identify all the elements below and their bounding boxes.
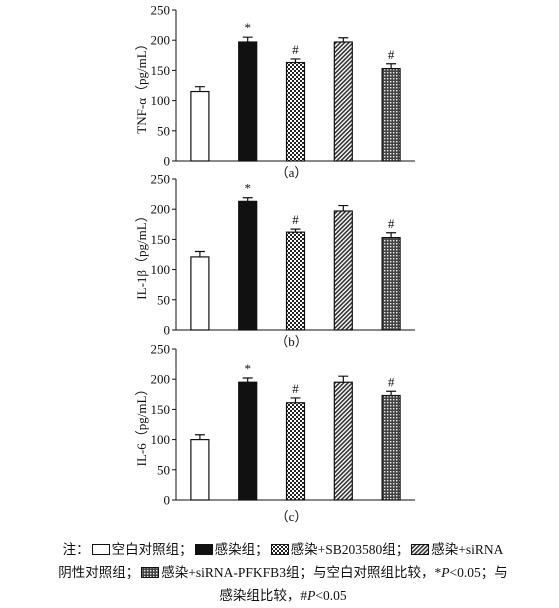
error-bar: [194, 86, 205, 92]
legend-swatch: [91, 544, 110, 555]
bar: [238, 381, 258, 501]
legend-swatch: [270, 544, 289, 555]
bar: [381, 394, 401, 501]
y-axis-label: IL-1β（pg/mL）: [134, 209, 149, 299]
significance-marker: *: [244, 361, 251, 376]
legend-label: 感染+siRNA阴性对照组；: [58, 542, 504, 580]
error-bar: [242, 36, 253, 43]
error-bar: [386, 390, 397, 396]
legend-swatch-box: [194, 544, 213, 555]
error-bar: [194, 250, 205, 257]
legend-swatch: [411, 544, 430, 555]
error-bar: [242, 197, 253, 202]
footnote: <0.05: [315, 588, 347, 603]
significance-marker: *: [244, 20, 251, 35]
y-tick-label: 250: [151, 342, 171, 357]
bar: [238, 200, 258, 331]
y-tick-label: 150: [151, 402, 171, 417]
error-bar: [290, 58, 301, 63]
panel-label: （c）: [276, 509, 308, 524]
y-tick-label: 100: [151, 262, 171, 277]
error-bar: [338, 37, 349, 43]
error-bar: [386, 63, 397, 69]
footnote: P: [441, 565, 450, 580]
y-tick-label: 50: [157, 123, 170, 138]
bar: [381, 236, 401, 331]
significance-marker: #: [292, 381, 299, 396]
legend-label: 感染+siRNA-PFKFB3组；: [161, 565, 313, 580]
significance-marker: *: [244, 181, 251, 196]
error-bar: [386, 232, 397, 238]
y-tick-label: 250: [151, 172, 171, 187]
significance-marker: #: [292, 212, 299, 227]
y-tick-label: 150: [151, 63, 171, 78]
bar: [333, 210, 353, 331]
legend-swatch: [141, 567, 160, 578]
legend-label: 感染+SB203580组；: [290, 542, 410, 557]
y-tick-label: 100: [151, 432, 171, 447]
y-tick-label: 250: [151, 3, 171, 18]
legend-swatch: [194, 544, 213, 555]
y-tick-label: 50: [157, 462, 170, 477]
error-bar: [338, 204, 349, 212]
significance-marker: #: [388, 216, 395, 231]
error-bar: [338, 375, 349, 383]
bar: [190, 439, 210, 501]
bar: [285, 61, 306, 162]
y-tick-label: 100: [151, 93, 171, 108]
bar: [285, 402, 306, 501]
y-tick-label: 50: [157, 292, 170, 307]
bar: [285, 231, 306, 331]
bar: [190, 90, 210, 162]
y-tick-label: 200: [151, 202, 171, 217]
panel-label: （b）: [275, 334, 308, 349]
significance-marker: #: [388, 374, 395, 389]
bar: [381, 67, 401, 162]
y-tick-label: 200: [151, 33, 171, 48]
legend-swatch-box: [141, 567, 160, 578]
significance-marker: #: [292, 42, 299, 57]
note-prefix: 注：: [62, 542, 90, 557]
legend-swatch-box: [270, 544, 289, 555]
charts: 0 50 100 150 200 250 TNF-α（pg/mL） （a） * # #0 50 100 1…: [134, 3, 415, 524]
y-tick-label: 150: [151, 232, 171, 247]
legend-swatch-box: [91, 544, 110, 555]
significance-marker: #: [388, 47, 395, 62]
legend-label: 空白对照组；: [111, 542, 193, 557]
error-bar: [290, 228, 301, 233]
bar: [333, 41, 353, 162]
footnote: P: [307, 588, 316, 603]
bar: [333, 381, 353, 501]
error-bar: [242, 377, 253, 383]
error-bar: [290, 397, 301, 403]
error-bar: [194, 434, 205, 440]
footnote: <0.05；与感染组比较，#: [219, 565, 508, 603]
y-tick-label: 200: [151, 372, 171, 387]
y-tick-label: 0: [164, 493, 171, 508]
note: 注： 空白对照组； 感染组； 感染+SB203580组； 感染+siRNA阴性对照组；感…: [58, 538, 508, 607]
y-axis-label: TNF-α（pg/mL）: [134, 37, 149, 133]
y-axis-label: IL-6（pg/mL）: [134, 383, 149, 467]
panel-label: （a）: [276, 165, 308, 180]
footnote: 与空白对照组比较，*: [312, 565, 442, 580]
bar: [190, 256, 210, 331]
y-tick-label: 0: [164, 323, 171, 338]
bar: [238, 41, 258, 162]
legend-swatch-box: [411, 544, 430, 555]
y-tick-label: 0: [164, 154, 171, 169]
legend-label: 感染组；: [214, 542, 269, 557]
